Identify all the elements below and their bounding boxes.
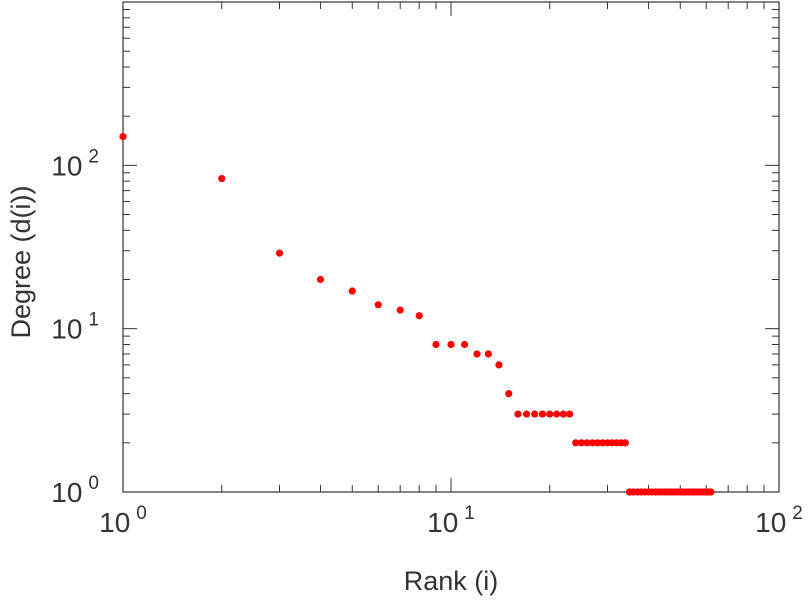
y-tick-label: 10 1 bbox=[51, 310, 99, 345]
data-point bbox=[621, 439, 629, 447]
data-point bbox=[374, 301, 382, 309]
data-point bbox=[119, 132, 127, 141]
data-point bbox=[522, 410, 531, 418]
data-point bbox=[316, 275, 325, 284]
data-point bbox=[275, 249, 284, 257]
data-point bbox=[473, 350, 481, 358]
data-point bbox=[447, 340, 455, 349]
data-point bbox=[460, 340, 469, 349]
data-point bbox=[432, 340, 440, 349]
x-tick-label: 10 0 bbox=[99, 503, 147, 538]
plot-frame bbox=[122, 1, 780, 493]
data-point bbox=[505, 390, 513, 398]
y-axis-label: Degree (d(i)) bbox=[6, 185, 36, 338]
data-point bbox=[484, 350, 492, 358]
data-point bbox=[707, 488, 715, 496]
data-point bbox=[546, 410, 554, 418]
tick-labels: 10 0 10 1 10 2 10 0 10 1 10 2 bbox=[51, 146, 803, 538]
data-point bbox=[538, 410, 547, 418]
y-tick-label: 10 0 bbox=[51, 473, 99, 508]
data-point bbox=[514, 410, 522, 418]
y-tick-label: 10 2 bbox=[51, 146, 99, 181]
data-point bbox=[218, 174, 226, 183]
data-point bbox=[553, 410, 561, 418]
data-point bbox=[415, 312, 423, 320]
data-points bbox=[119, 132, 715, 496]
x-axis-label: Rank (i) bbox=[404, 566, 499, 596]
data-point bbox=[396, 306, 404, 314]
axis-ticks bbox=[122, 1, 780, 493]
x-tick-label: 10 1 bbox=[427, 503, 475, 538]
data-point bbox=[577, 439, 586, 447]
data-point bbox=[566, 410, 574, 418]
x-tick-label: 10 2 bbox=[755, 503, 803, 538]
data-point bbox=[594, 439, 602, 447]
data-point bbox=[588, 439, 597, 447]
data-point bbox=[559, 410, 567, 418]
data-point bbox=[495, 361, 503, 369]
data-point bbox=[583, 439, 591, 447]
data-point bbox=[531, 410, 539, 418]
data-point bbox=[572, 439, 580, 447]
data-point bbox=[348, 287, 356, 295]
